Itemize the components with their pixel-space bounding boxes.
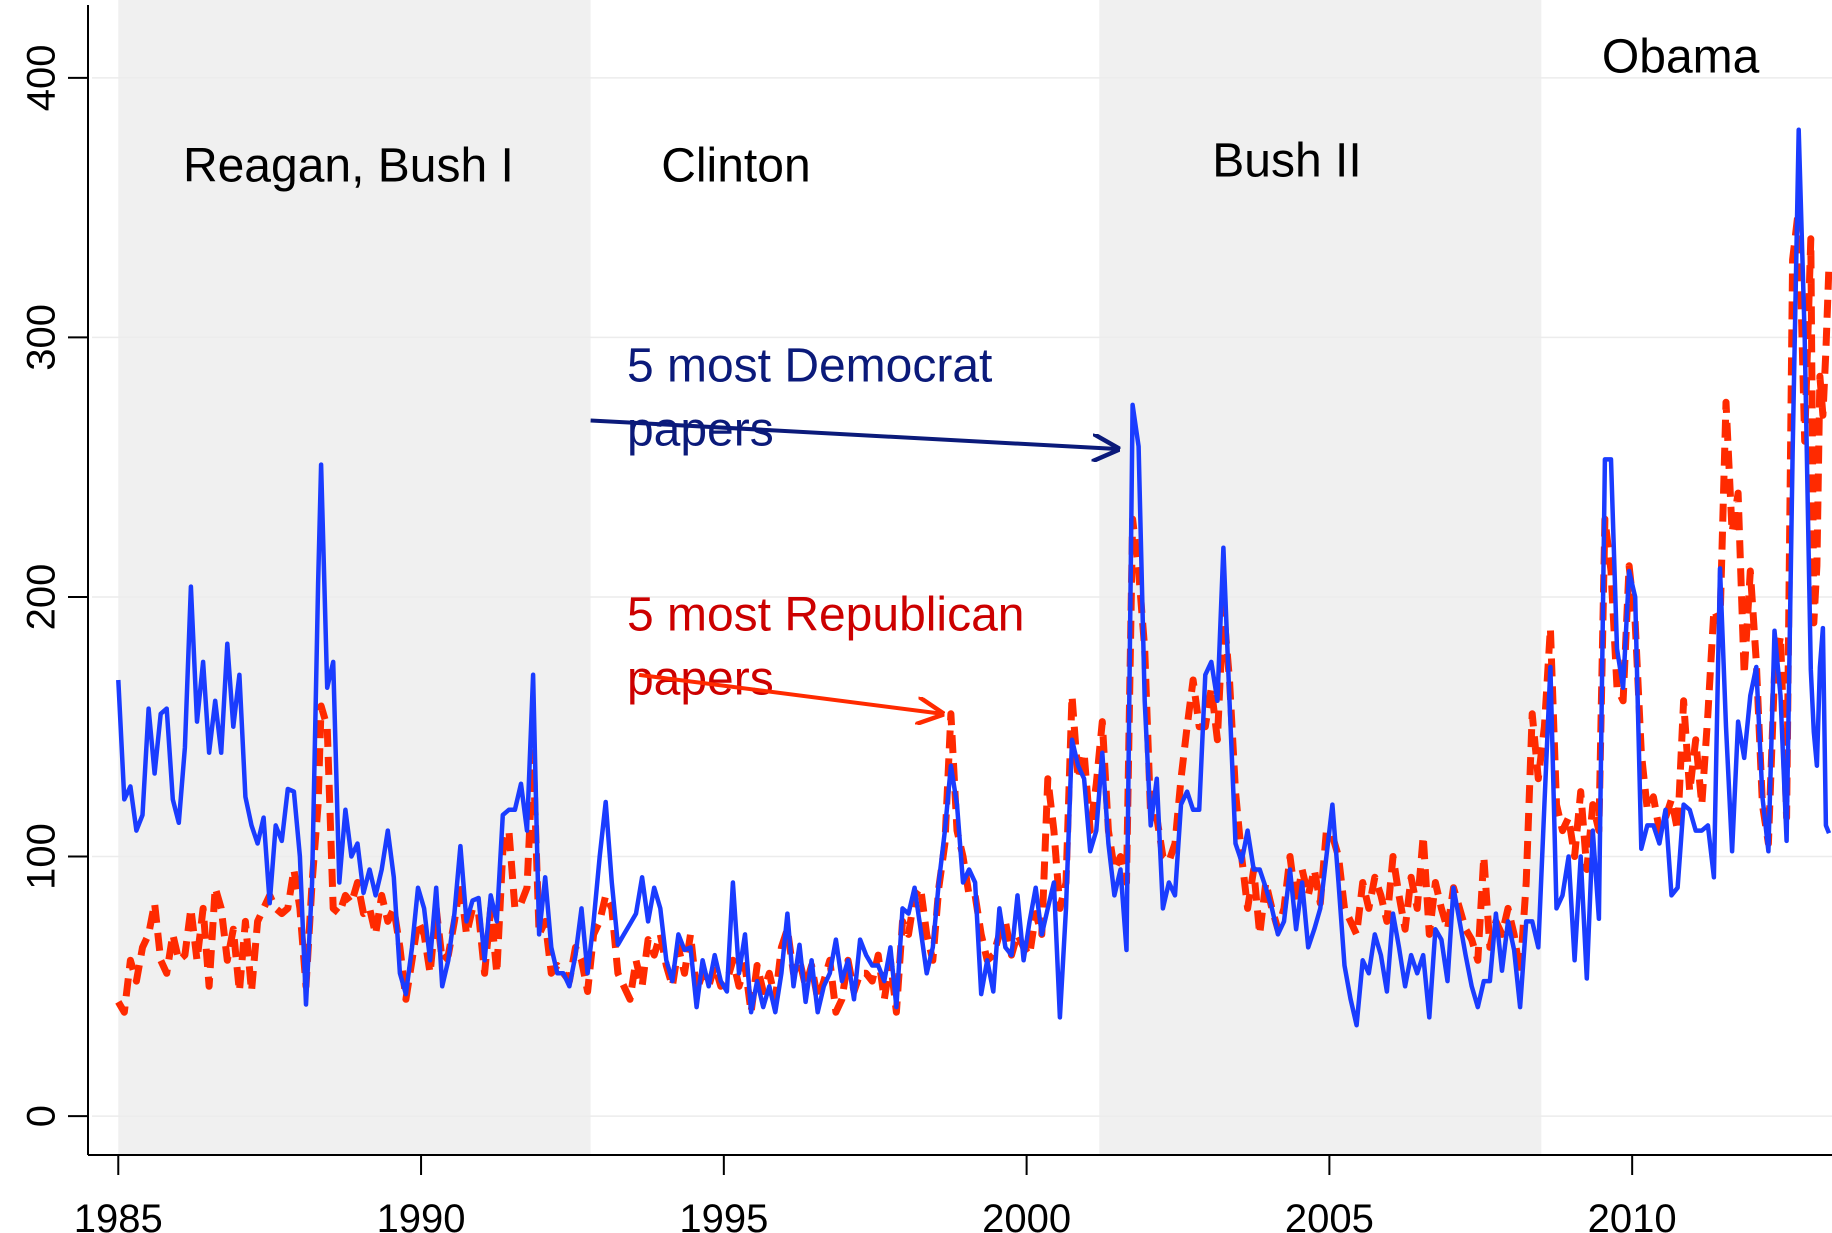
period-labels: Reagan, Bush I Clinton Bush II Obama [183,31,1760,193]
annotation-1-line-1: papers [627,653,774,706]
y-tick-label-400: 400 [20,44,64,111]
annotation-0-line-0: 5 most Democrat [627,340,992,393]
y-tick-label-0: 0 [20,1105,64,1127]
y-tick-label-200: 200 [20,564,64,631]
annotation-arrow-1 [638,672,942,714]
annotation-arrow-0 [590,418,1118,449]
period-label-1: Clinton [661,140,810,193]
period-label-3: Obama [1602,31,1760,84]
period-label-0: Reagan, Bush I [183,140,514,193]
period-label-2: Bush II [1212,134,1361,187]
y-tick-label-100: 100 [20,823,64,890]
shaded-periods [118,0,1542,1155]
x-tick-label-2005: 2005 [1285,1197,1374,1233]
x-tick-label-1985: 1985 [74,1197,163,1233]
series-group [115,127,1832,1028]
annotation-1-line-0: 5 most Republican [627,589,1025,642]
axes: 0 100 200 300 400 1985 1990 1995 2000 2005 2010 [20,5,1832,1233]
x-tick-label-2000: 2000 [982,1197,1071,1233]
shaded-period-0 [118,0,591,1155]
x-tick-label-2010: 2010 [1588,1197,1677,1233]
x-tick-label-1995: 1995 [679,1197,768,1233]
y-tick-label-300: 300 [20,304,64,371]
x-tick-label-1990: 1990 [377,1197,466,1233]
series-line-democrat [116,127,1832,1028]
